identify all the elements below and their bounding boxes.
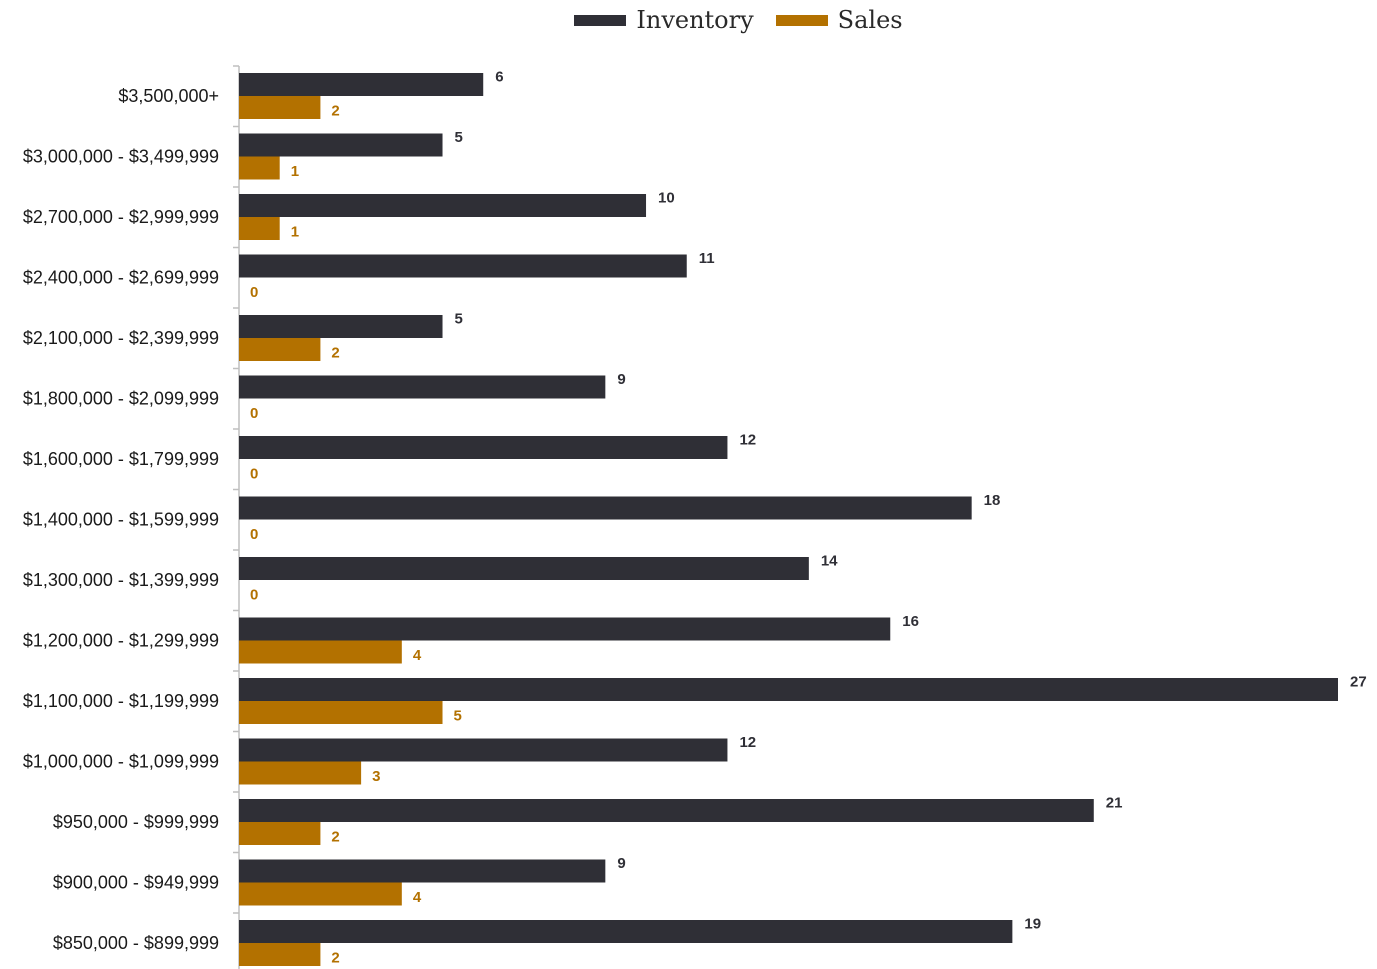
data-label-sales: 4 bbox=[413, 889, 422, 906]
data-label-inventory: 11 bbox=[699, 250, 715, 267]
data-label-inventory: 12 bbox=[739, 734, 756, 751]
data-label-sales: 2 bbox=[331, 345, 339, 362]
bar-inventory bbox=[239, 617, 891, 641]
data-label-sales: 2 bbox=[331, 103, 339, 120]
bar-sales bbox=[239, 156, 280, 180]
data-label-inventory: 9 bbox=[617, 371, 625, 388]
bar-inventory bbox=[239, 254, 687, 278]
bar-inventory bbox=[239, 557, 809, 580]
data-label-sales: 1 bbox=[291, 163, 299, 180]
data-label-inventory: 5 bbox=[455, 129, 463, 146]
data-label-sales: 2 bbox=[331, 950, 339, 967]
bar-sales bbox=[239, 96, 321, 119]
data-label-inventory: 5 bbox=[455, 311, 463, 328]
category-label: $1,800,000 - $2,099,999 bbox=[23, 389, 219, 409]
bar-inventory bbox=[239, 315, 443, 338]
category-label: $3,000,000 - $3,499,999 bbox=[23, 147, 219, 167]
bar-inventory bbox=[239, 375, 606, 399]
legend-label-sales: Sales bbox=[837, 6, 903, 34]
data-label-inventory: 6 bbox=[495, 69, 503, 86]
data-label-inventory: 9 bbox=[617, 855, 625, 872]
bar-sales bbox=[239, 701, 443, 724]
bar-sales bbox=[239, 822, 321, 845]
data-label-inventory: 14 bbox=[821, 553, 838, 570]
legend-swatch-inventory bbox=[574, 14, 627, 26]
category-label: $950,000 - $999,999 bbox=[53, 812, 219, 832]
data-label-sales: 0 bbox=[250, 526, 258, 543]
data-label-sales: 5 bbox=[454, 708, 462, 725]
category-label: $1,400,000 - $1,599,999 bbox=[23, 510, 219, 530]
data-label-sales: 4 bbox=[413, 647, 422, 664]
bar-inventory bbox=[239, 194, 647, 217]
category-label: $1,600,000 - $1,799,999 bbox=[23, 449, 219, 469]
data-label-sales: 2 bbox=[331, 829, 339, 846]
legend-item-inventory: Inventory bbox=[574, 6, 754, 34]
data-label-sales: 0 bbox=[250, 284, 258, 301]
legend-label-inventory: Inventory bbox=[636, 6, 754, 34]
category-label: $2,100,000 - $2,399,999 bbox=[23, 328, 219, 348]
bar-inventory bbox=[239, 920, 1013, 943]
category-label: $3,500,000+ bbox=[118, 86, 219, 106]
data-label-inventory: 12 bbox=[739, 432, 756, 449]
bar-inventory bbox=[239, 799, 1094, 822]
bar-inventory bbox=[239, 678, 1338, 701]
legend: Inventory Sales bbox=[0, 6, 1377, 34]
category-label: $1,000,000 - $1,099,999 bbox=[23, 752, 219, 772]
data-label-sales: 3 bbox=[372, 768, 380, 785]
bar-sales bbox=[239, 217, 280, 240]
legend-item-sales: Sales bbox=[775, 6, 903, 34]
bar-inventory bbox=[239, 133, 443, 157]
category-label: $1,100,000 - $1,199,999 bbox=[23, 691, 219, 711]
bar-sales bbox=[239, 338, 321, 361]
data-label-inventory: 16 bbox=[902, 613, 919, 630]
bar-inventory bbox=[239, 436, 728, 459]
legend-swatch-sales bbox=[775, 14, 828, 26]
category-label: $1,200,000 - $1,299,999 bbox=[23, 631, 219, 651]
data-label-inventory: 21 bbox=[1106, 795, 1123, 812]
data-label-sales: 0 bbox=[250, 405, 258, 422]
bar-sales bbox=[239, 882, 402, 906]
bar-inventory bbox=[239, 738, 728, 762]
data-label-sales: 0 bbox=[250, 466, 258, 483]
bar-inventory bbox=[239, 859, 606, 883]
bar-sales bbox=[239, 640, 402, 664]
bar-sales bbox=[239, 943, 321, 966]
data-label-inventory: 18 bbox=[984, 492, 1001, 509]
category-label: $2,400,000 - $2,699,999 bbox=[23, 268, 219, 288]
bar-inventory bbox=[239, 73, 484, 96]
bar-sales bbox=[239, 761, 362, 785]
bar-inventory bbox=[239, 496, 972, 520]
data-label-sales: 0 bbox=[250, 587, 258, 604]
data-label-inventory: 19 bbox=[1024, 916, 1041, 933]
category-label: $900,000 - $949,999 bbox=[53, 873, 219, 893]
data-label-sales: 1 bbox=[291, 224, 299, 241]
category-label: $2,700,000 - $2,999,999 bbox=[23, 207, 219, 227]
data-label-inventory: 10 bbox=[658, 190, 675, 207]
data-label-inventory: 27 bbox=[1350, 674, 1367, 691]
category-label: $850,000 - $899,999 bbox=[53, 933, 219, 953]
category-label: $1,300,000 - $1,399,999 bbox=[23, 570, 219, 590]
